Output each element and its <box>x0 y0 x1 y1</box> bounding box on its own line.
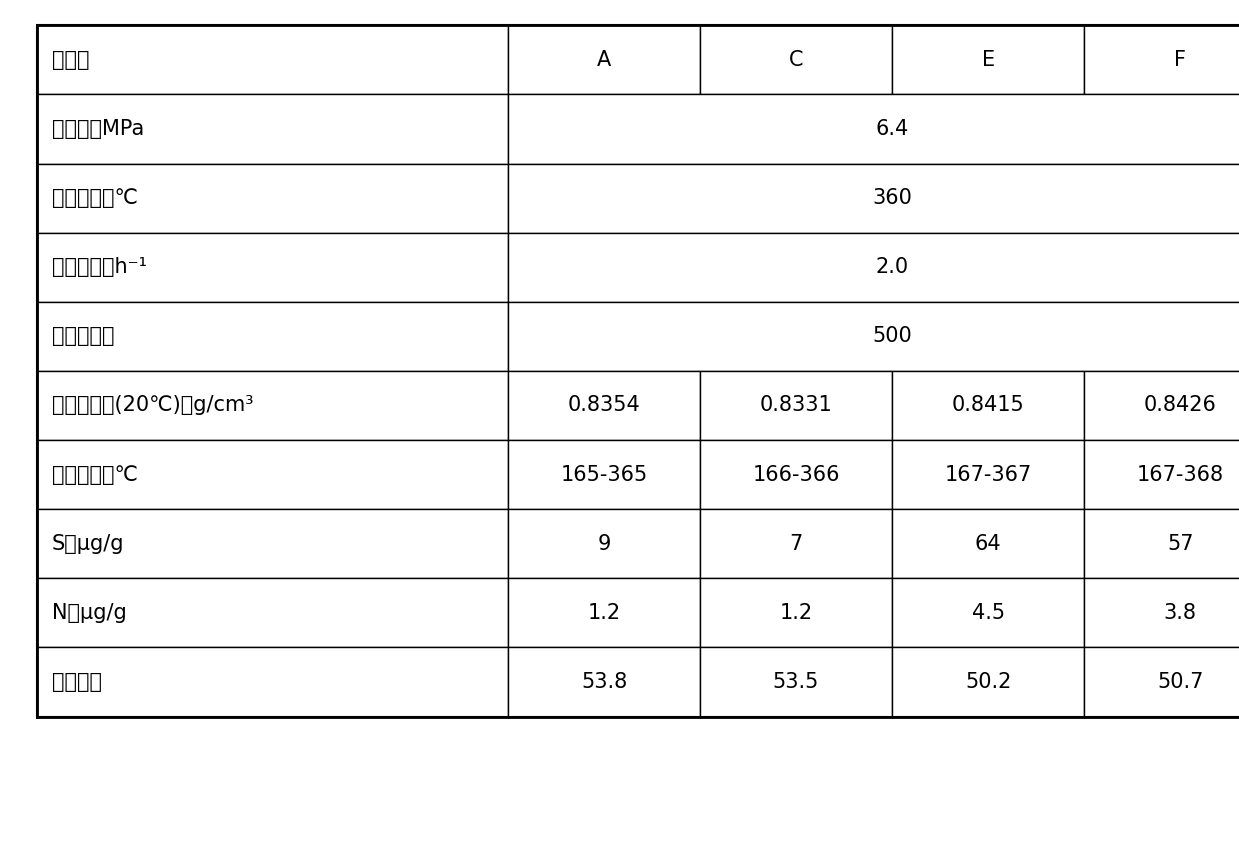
Bar <box>892 371 1084 440</box>
Bar <box>1084 371 1239 440</box>
Bar <box>1084 440 1239 509</box>
Text: 167-367: 167-367 <box>944 464 1032 485</box>
Text: 166-366: 166-366 <box>752 464 840 485</box>
Text: 500: 500 <box>872 326 912 346</box>
Bar <box>508 440 700 509</box>
Bar <box>508 647 700 717</box>
Bar <box>508 25 700 94</box>
Text: 体积空速，h⁻¹: 体积空速，h⁻¹ <box>52 257 147 277</box>
Text: 1.2: 1.2 <box>779 603 813 623</box>
Text: 167-368: 167-368 <box>1136 464 1224 485</box>
Bar <box>37 647 508 717</box>
Text: A: A <box>597 50 611 70</box>
Bar <box>700 509 892 578</box>
Bar <box>1084 509 1239 578</box>
Bar <box>37 25 508 94</box>
Bar <box>37 371 508 440</box>
Text: 64: 64 <box>975 534 1001 554</box>
Text: 57: 57 <box>1167 534 1193 554</box>
Bar <box>508 94 1239 164</box>
Text: 0.8426: 0.8426 <box>1144 395 1217 416</box>
Text: 53.5: 53.5 <box>773 672 819 692</box>
Bar <box>508 233 1239 302</box>
Bar <box>508 509 700 578</box>
Bar <box>1084 578 1239 647</box>
Bar <box>508 371 700 440</box>
Bar <box>700 440 892 509</box>
Bar <box>892 25 1084 94</box>
Text: 50.7: 50.7 <box>1157 672 1203 692</box>
Text: 3.8: 3.8 <box>1163 603 1197 623</box>
Text: 氢分压，MPa: 氢分压，MPa <box>52 119 144 139</box>
Bar <box>37 578 508 647</box>
Bar <box>700 647 892 717</box>
Text: C: C <box>789 50 803 70</box>
Text: 4.5: 4.5 <box>971 603 1005 623</box>
Bar <box>700 371 892 440</box>
Bar <box>37 94 508 164</box>
Bar <box>892 509 1084 578</box>
Text: 生成油密度(20℃)，g/cm³: 生成油密度(20℃)，g/cm³ <box>52 395 254 416</box>
Bar <box>37 509 508 578</box>
Text: 馏程范围，℃: 馏程范围，℃ <box>52 464 138 485</box>
Bar <box>700 25 892 94</box>
Text: 165-365: 165-365 <box>560 464 648 485</box>
Bar <box>37 164 508 233</box>
Bar <box>1084 647 1239 717</box>
Text: 0.8354: 0.8354 <box>567 395 641 416</box>
Bar <box>37 25 1239 717</box>
Text: 十六烷值: 十六烷值 <box>52 672 102 692</box>
Text: 氢油体积比: 氢油体积比 <box>52 326 114 346</box>
Text: N，μg/g: N，μg/g <box>52 603 126 623</box>
Text: 6.4: 6.4 <box>876 119 908 139</box>
Bar <box>37 233 508 302</box>
Bar <box>892 440 1084 509</box>
Bar <box>37 440 508 509</box>
Bar <box>508 302 1239 371</box>
Bar <box>508 578 700 647</box>
Text: 催化剂: 催化剂 <box>52 50 89 70</box>
Bar <box>892 578 1084 647</box>
Text: F: F <box>1175 50 1186 70</box>
Text: 1.2: 1.2 <box>587 603 621 623</box>
Text: S，μg/g: S，μg/g <box>52 534 125 554</box>
Text: 7: 7 <box>789 534 803 554</box>
Bar <box>700 578 892 647</box>
Text: E: E <box>981 50 995 70</box>
Bar <box>892 647 1084 717</box>
Text: 0.8415: 0.8415 <box>952 395 1025 416</box>
Text: 反应温度，℃: 反应温度，℃ <box>52 188 138 208</box>
Bar <box>1084 25 1239 94</box>
Text: 2.0: 2.0 <box>876 257 908 277</box>
Text: 0.8331: 0.8331 <box>760 395 833 416</box>
Text: 360: 360 <box>872 188 912 208</box>
Bar <box>37 302 508 371</box>
Text: 53.8: 53.8 <box>581 672 627 692</box>
Text: 9: 9 <box>597 534 611 554</box>
Text: 50.2: 50.2 <box>965 672 1011 692</box>
Bar <box>508 164 1239 233</box>
